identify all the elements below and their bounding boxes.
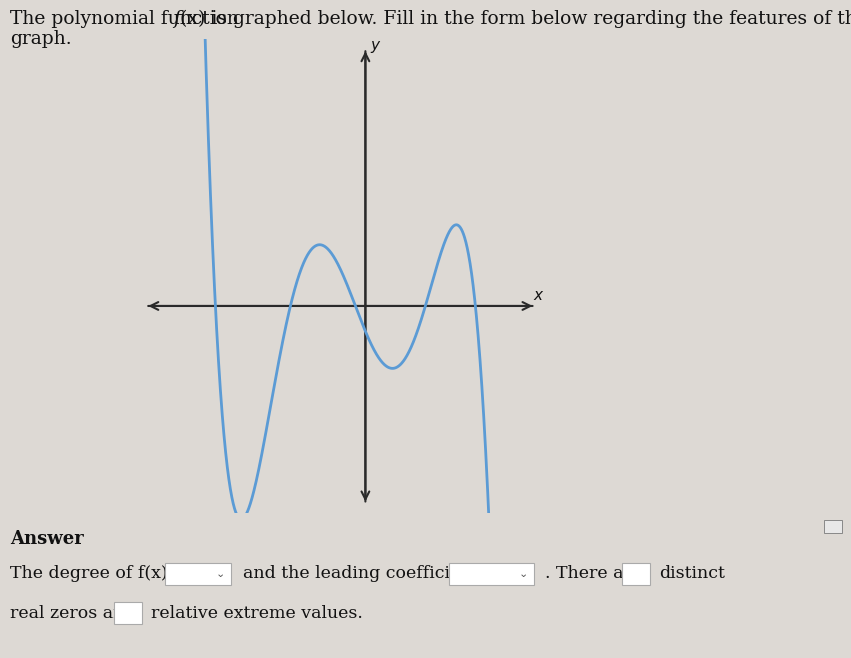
Text: x: x — [534, 288, 542, 303]
Text: Answer: Answer — [10, 530, 84, 547]
Text: graph.: graph. — [10, 30, 71, 47]
Text: (x) is graphed below. Fill in the form below regarding the features of this: (x) is graphed below. Fill in the form b… — [180, 10, 851, 28]
Text: The polynomial function: The polynomial function — [10, 10, 245, 28]
Text: ⌄: ⌄ — [518, 569, 528, 579]
Text: ⋮⋯: ⋮⋯ — [819, 523, 841, 533]
Text: The degree of f(x) is: The degree of f(x) is — [10, 565, 188, 582]
Text: distinct: distinct — [659, 565, 724, 582]
Text: and the leading coefficient is: and the leading coefficient is — [243, 565, 499, 582]
Text: ⌄: ⌄ — [215, 569, 226, 579]
Text: relative extreme values.: relative extreme values. — [151, 605, 363, 622]
Text: f: f — [174, 10, 180, 28]
Text: y: y — [370, 38, 379, 53]
Text: . There are: . There are — [545, 565, 643, 582]
Text: real zeros and: real zeros and — [10, 605, 135, 622]
